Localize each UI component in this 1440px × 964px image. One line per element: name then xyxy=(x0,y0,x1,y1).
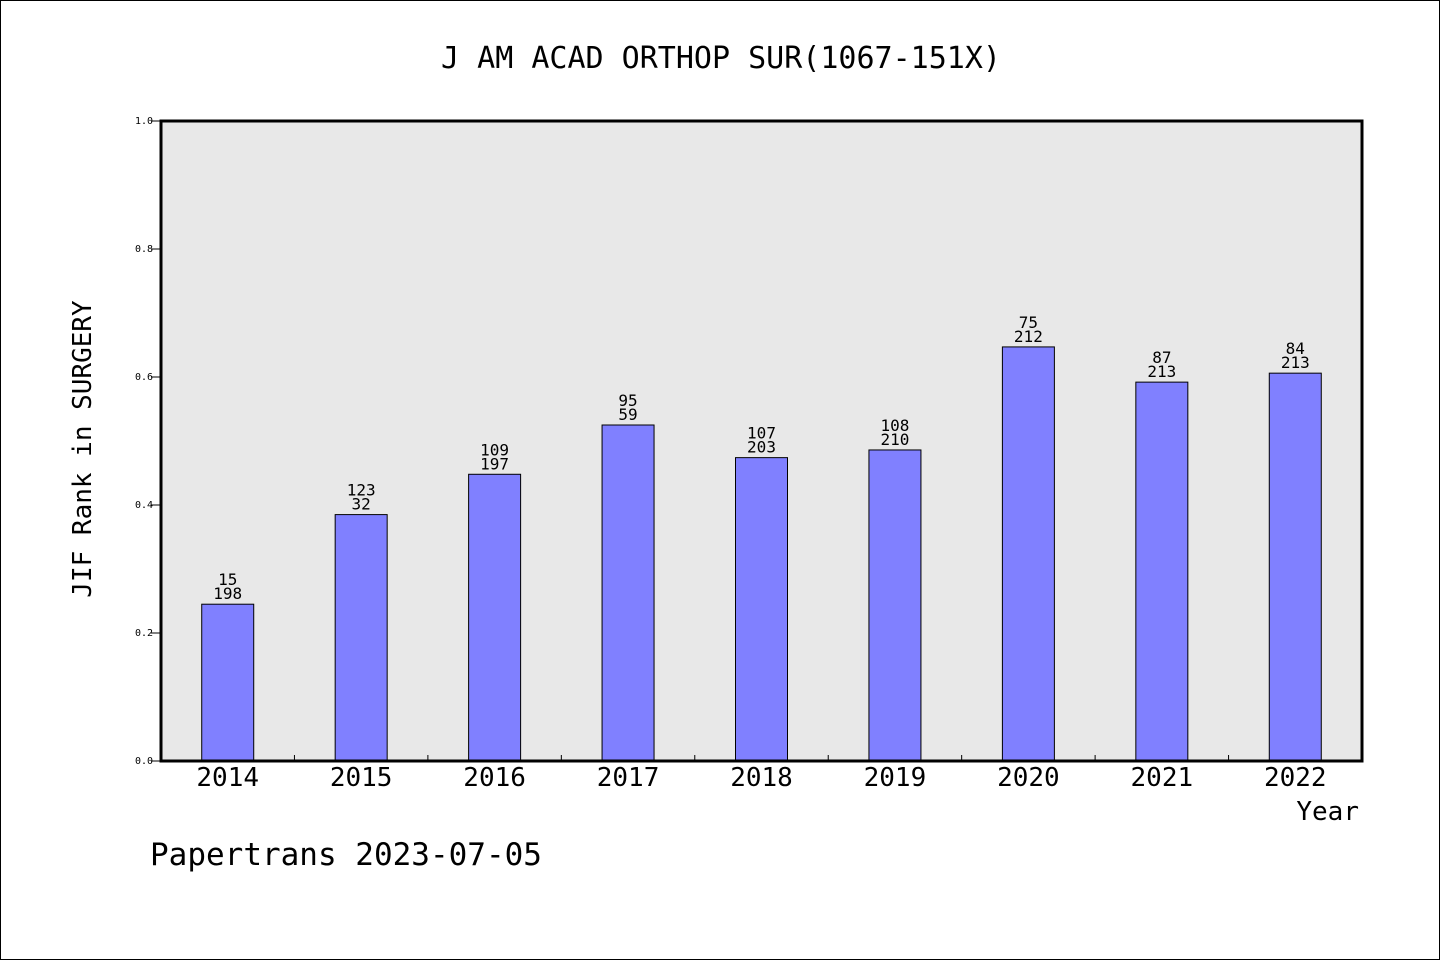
bar-label-top: 84 xyxy=(1286,339,1305,358)
bar xyxy=(735,457,788,762)
x-tick-label: 2019 xyxy=(864,763,927,793)
y-tick-label: 0.4 xyxy=(135,500,153,511)
bar-label-top: 108 xyxy=(880,416,909,435)
x-tick-label: 2014 xyxy=(196,763,259,793)
bar-label-top: 87 xyxy=(1152,348,1171,367)
bar xyxy=(1268,372,1322,762)
x-tick-label: 2020 xyxy=(997,763,1060,793)
y-tick-label: 0.2 xyxy=(135,628,153,639)
bar-label-top: 109 xyxy=(480,440,509,459)
bar xyxy=(1135,381,1189,762)
bar xyxy=(201,603,255,762)
bar-label-bottom: 213 xyxy=(1281,353,1310,372)
x-axis: 2014 2015 2016 2017 2018 2019 2020 2021 2022 xyxy=(196,755,1327,793)
x-tick-label: 2016 xyxy=(463,763,526,793)
y-axis-label: JIF Rank in SURGERY xyxy=(68,300,98,598)
bar-label-bottom: 212 xyxy=(1014,327,1043,346)
bar xyxy=(1001,346,1055,762)
footer-text: Papertrans 2023-07-05 xyxy=(150,837,542,873)
plot-border xyxy=(159,119,1364,763)
bar-label-bottom: 198 xyxy=(213,584,242,603)
bar-label-bottom: 213 xyxy=(1147,362,1176,381)
bar xyxy=(601,424,655,762)
y-tick-label: 0.8 xyxy=(135,244,153,255)
x-tick-label: 2018 xyxy=(730,763,793,793)
bar-label-top: 75 xyxy=(1019,313,1038,332)
x-tick-label: 2021 xyxy=(1131,763,1194,793)
bar-label-bottom: 197 xyxy=(480,454,509,473)
x-tick-label: 2022 xyxy=(1264,763,1327,793)
y-tick-label: 0.6 xyxy=(135,372,153,383)
y-tick-label: 0.0 xyxy=(135,756,153,767)
bar-label-top: 107 xyxy=(747,424,776,443)
bar-labels: 1519812332109197955910720310821075212872… xyxy=(213,313,1309,603)
chart-title: J AM ACAD ORTHOP SUR(1067-151X) xyxy=(441,41,1001,76)
bar-label-bottom: 203 xyxy=(747,438,776,457)
x-tick-label: 2015 xyxy=(330,763,393,793)
y-axis: 0.0 0.2 0.4 0.6 0.8 1.0 xyxy=(135,116,161,767)
bar xyxy=(868,449,922,762)
x-axis-label: Year xyxy=(1296,797,1359,827)
bar-label-bottom: 210 xyxy=(880,430,909,449)
bar-label-top: 15 xyxy=(218,570,237,589)
bar-label-top: 95 xyxy=(618,391,637,410)
bar-label-top: 123 xyxy=(347,481,376,500)
bar-label-bottom: 59 xyxy=(618,405,637,424)
x-tick-label: 2017 xyxy=(597,763,660,793)
bar-series xyxy=(201,346,1322,762)
bar xyxy=(468,473,522,762)
bar xyxy=(334,514,388,762)
bar-label-bottom: 32 xyxy=(352,495,371,514)
y-tick-label: 1.0 xyxy=(135,116,153,127)
